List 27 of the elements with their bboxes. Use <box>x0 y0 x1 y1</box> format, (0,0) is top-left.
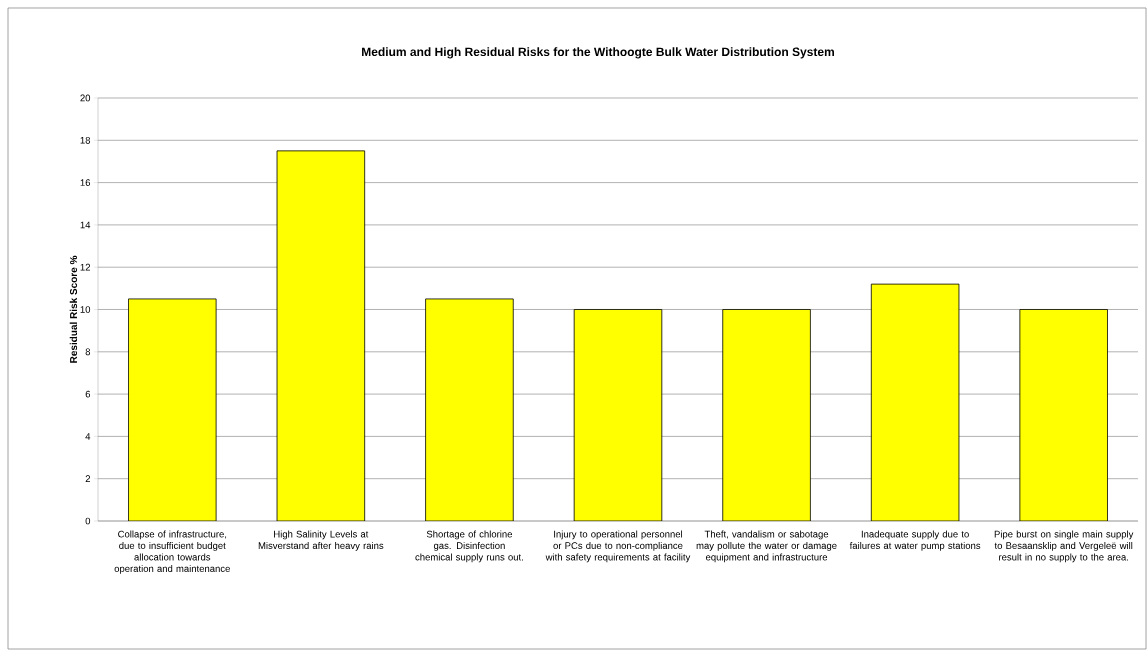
x-tick-label: Collapse of infrastructure, due to insufficient budget allocation towards operation and maintenance <box>114 530 230 574</box>
bar <box>425 298 514 521</box>
bar <box>276 150 366 521</box>
y-axis-title: Residual Risk Score % <box>69 255 78 363</box>
y-tick-label: 20 <box>80 94 91 102</box>
y-tick-label: 4 <box>85 433 91 440</box>
x-tick-label: Shortage of chlorine gas. Disinfection chemical supply runs out. <box>415 530 523 563</box>
bar <box>722 309 811 521</box>
y-tick-label: 2 <box>85 475 91 483</box>
bar <box>870 283 960 521</box>
y-tick-label: 18 <box>80 136 91 144</box>
x-tick-label: Theft, vandalism or sabotage may pollute the water or damage equipment and infrastructure <box>696 530 837 563</box>
x-tick-label: Inadequate supply due to failures at water pump stations <box>849 530 981 551</box>
y-tick-label: 12 <box>80 263 91 271</box>
y-tick-label: 6 <box>85 390 91 398</box>
y-tick-label: 14 <box>80 221 91 229</box>
bar <box>573 309 663 521</box>
y-tick-label: 16 <box>80 179 91 186</box>
bar <box>1019 309 1108 521</box>
chart-title: Medium and High Residual Risks for the Withoogte Bulk Water Distribution System <box>362 47 834 59</box>
y-tick-label: 10 <box>80 306 91 313</box>
y-tick-label: 0 <box>85 517 91 525</box>
x-tick-label: High Salinity Levels at Misverstand after heavy rains <box>258 530 384 551</box>
bar <box>128 298 217 521</box>
y-tick-label: 8 <box>85 348 91 356</box>
x-tick-label: Pipe burst on single main supply to Besaansklip and Vergeleë will result in no supply to the area. <box>994 530 1134 563</box>
x-tick-label: Injury to operational personnel or PCs due to non-compliance with safety requirements at facility <box>545 530 691 563</box>
